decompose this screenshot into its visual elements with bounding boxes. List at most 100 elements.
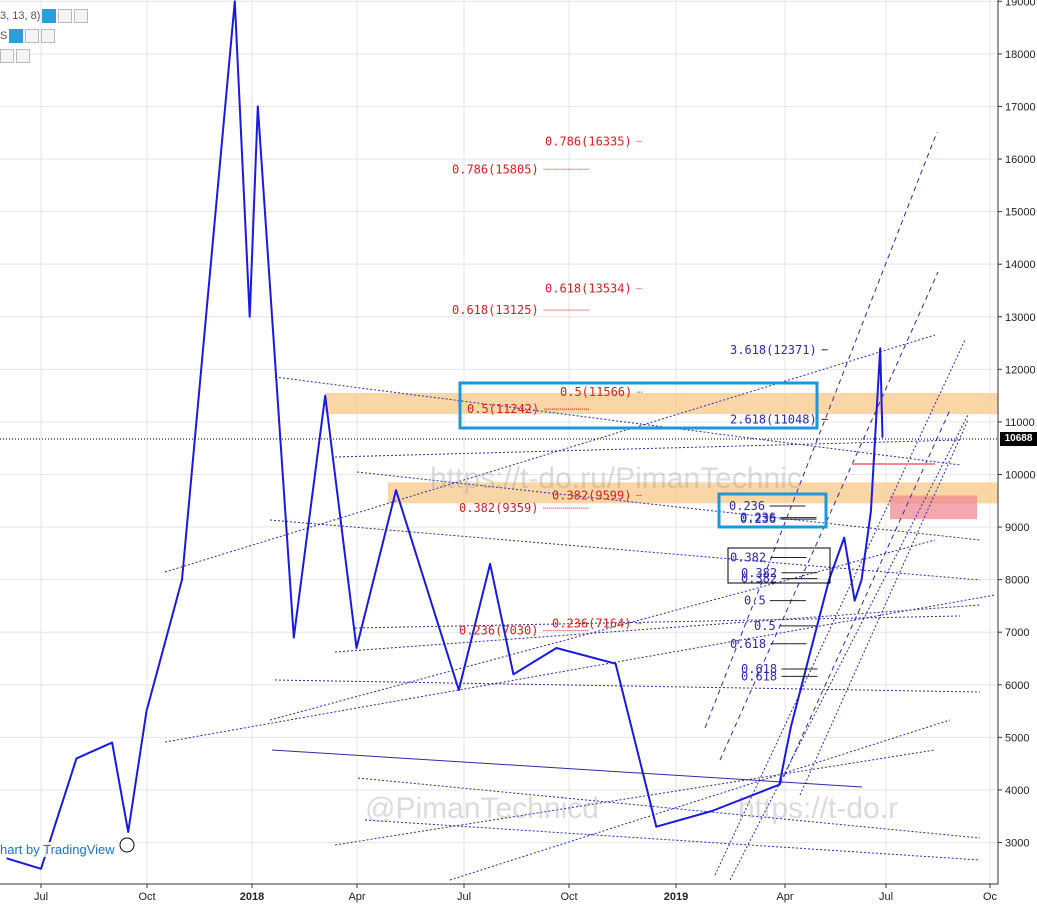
trend-line [271, 749, 863, 788]
fib-label-blue: 0.382 [741, 572, 777, 586]
y-tick-label: 12000 [1005, 364, 1036, 376]
fib-label-red: 0.618(13534) [545, 282, 632, 296]
y-tick-label: 4000 [1005, 785, 1029, 797]
resistance-zones [325, 392, 998, 520]
indicator-row[interactable]: 3, 13, 8) [0, 6, 89, 26]
level-box [727, 547, 831, 584]
fib-label-blue: 0.618 [730, 637, 766, 651]
watermarks: https://t-do.ru/PimanTechnic @PimanTechni… [365, 462, 898, 825]
x-tick-label: Jul [879, 891, 893, 903]
y-tick-label: 3000 [1005, 838, 1029, 850]
y-tick-label: 6000 [1005, 680, 1029, 692]
trend-lines [0, 131, 998, 881]
fib-label-blue: 0.618 [741, 669, 777, 683]
fib-label-red: 0.382(9359) [459, 501, 538, 515]
settings-icon[interactable] [25, 29, 40, 43]
trend-line [779, 409, 951, 786]
x-tick-label: Oct [560, 891, 577, 903]
trend-line [274, 376, 961, 466]
fib-label-blue: 0.236 [740, 512, 776, 526]
trend-line [269, 539, 936, 721]
fib-label-blue: 0.382 [730, 551, 766, 565]
close-icon[interactable] [74, 9, 89, 23]
x-tick-label: Jul [457, 891, 471, 903]
eye-icon[interactable] [9, 29, 24, 43]
fib-label-blue: 3.618(12371) [730, 343, 817, 357]
settings-icon[interactable] [0, 49, 14, 63]
indicator-legend: 3, 13, 8) S [0, 6, 89, 66]
fib-label-blue: 0.618 [741, 662, 777, 676]
pivot-marker [119, 837, 135, 853]
trend-line [334, 604, 981, 653]
fib-label-red: 0.5(11566) [560, 385, 632, 399]
x-tick-label: 2018 [240, 891, 264, 903]
indicator-params: S [0, 30, 8, 42]
last-price-tag: 10688 [1000, 432, 1037, 446]
y-tick-label: 17000 [1005, 101, 1036, 113]
tradingview-credit[interactable]: hart by TradingView [0, 842, 115, 857]
trend-line [269, 519, 981, 581]
trend-line [357, 777, 981, 839]
close-icon[interactable] [41, 29, 56, 43]
fib-label-red: 0.236(7030) [459, 624, 538, 638]
y-tick-label: 11000 [1005, 417, 1035, 429]
eye-icon[interactable] [42, 9, 57, 23]
highlight-boxes [458, 381, 831, 584]
close-icon[interactable] [16, 49, 30, 63]
y-tick-label: 18000 [1005, 49, 1036, 61]
watermark: https://t-do.ru/PimanTechnic [430, 462, 802, 495]
x-tick-label: Apr [776, 891, 793, 903]
fib-label-blue: 0.5 [754, 619, 776, 633]
y-tick-label: 9000 [1005, 522, 1029, 534]
watermark: @PimanTechnicd [365, 792, 599, 825]
fib-label-blue: 2.618(11048) [730, 412, 817, 426]
trend-line [356, 471, 981, 541]
settings-icon[interactable] [58, 9, 73, 23]
x-tick-label: 2019 [664, 891, 688, 903]
chart-grid [0, 0, 998, 884]
trend-line [714, 339, 966, 876]
trend-line [364, 819, 981, 861]
fibonacci-levels: 0.786(16335) 0.786(15805) 0.618(13534) 0.61… [452, 134, 828, 683]
y-tick-label: 19000 [1005, 0, 1036, 8]
trend-line [719, 271, 939, 761]
fib-label-blue: 0.236 [729, 499, 765, 513]
highlight-box [717, 492, 828, 529]
x-tick-label: Oc [983, 891, 998, 903]
fib-label-red: 0.786(16335) [545, 134, 632, 148]
fib-label-red: 0.236(7164) [552, 617, 631, 631]
x-tick-label: Oct [138, 891, 155, 903]
trend-line [334, 749, 936, 846]
y-tick-label: 8000 [1005, 575, 1029, 587]
indicator-row[interactable]: S [0, 26, 88, 46]
highlight-box [458, 381, 819, 430]
y-tick-label: 14000 [1005, 259, 1036, 271]
y-tick-label: 7000 [1005, 627, 1029, 639]
trend-line [164, 594, 996, 743]
fib-label-red: 0.786(15805) [452, 162, 539, 176]
zone-band [890, 495, 977, 520]
trend-line [799, 419, 969, 796]
y-tick-label: 10000 [1005, 469, 1036, 481]
trend-line [354, 615, 961, 629]
price-line [6, 0, 884, 870]
trend-line [704, 131, 938, 729]
price-series [6, 0, 884, 870]
zone-band [388, 482, 998, 504]
indicator-row[interactable] [0, 46, 88, 66]
fib-label-red: 0.618(13125) [452, 303, 539, 317]
fib-label-red: 0.382(9599) [552, 489, 631, 503]
fib-label-blue: 0.382 [741, 566, 777, 580]
watermark: https://t-do.r [738, 792, 898, 825]
y-tick-label: 16000 [1005, 154, 1036, 166]
x-tick-label: Jul [34, 891, 48, 903]
y-tick-label: 13000 [1005, 312, 1036, 324]
fib-label-red: 0.5(11242) [467, 402, 539, 416]
fib-label-blue: 0.236 [740, 511, 776, 525]
fib-label-blue: 0.5 [744, 594, 766, 608]
x-tick-label: Apr [348, 891, 365, 903]
trend-line [274, 679, 981, 693]
y-tick-label: 15000 [1005, 207, 1036, 219]
